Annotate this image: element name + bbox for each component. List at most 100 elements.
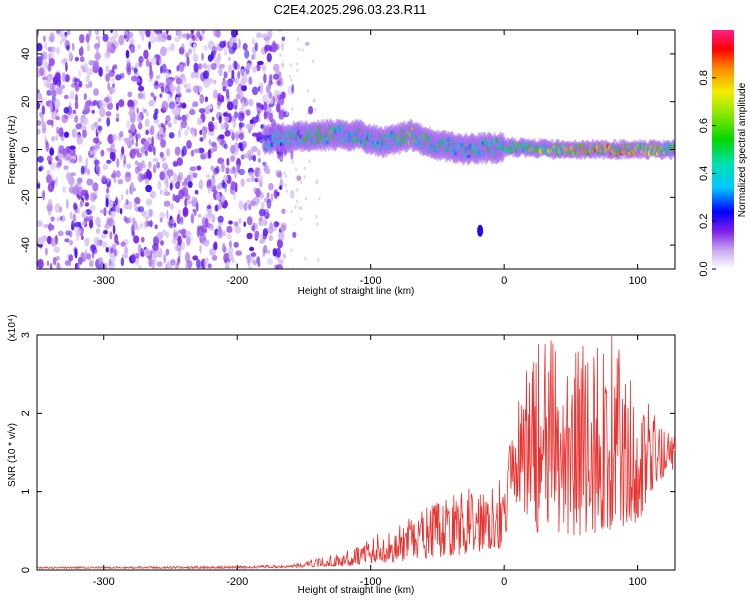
noise-blob — [256, 114, 259, 119]
noise-blob — [230, 155, 236, 162]
noise-blob — [226, 260, 230, 269]
noise-blob — [296, 62, 299, 66]
noise-blob — [218, 225, 222, 237]
noise-blob — [100, 149, 105, 157]
chart-title: C2E4.2025.296.03.23.R11 — [274, 2, 427, 17]
noise-blob — [213, 79, 217, 85]
noise-blob — [186, 236, 191, 246]
noise-blob — [175, 77, 182, 85]
noise-blob — [85, 75, 90, 83]
noise-blob — [131, 253, 137, 262]
noise-blob — [60, 216, 63, 221]
noise-blob — [303, 175, 306, 179]
noise-blob — [153, 146, 156, 156]
noise-blob — [249, 246, 255, 252]
spectrogram-x-ticks: -300 -200 -100 0 100 — [93, 30, 647, 287]
noise-blob — [112, 83, 115, 89]
noise-blob — [113, 176, 117, 184]
noise-blob — [61, 33, 67, 43]
noise-blob — [89, 219, 94, 229]
noise-blob — [175, 181, 180, 190]
noise-blob — [110, 30, 113, 34]
noise-blob — [43, 35, 46, 43]
noise-blob — [207, 186, 211, 194]
noise-blob — [235, 132, 239, 142]
colorbar-label: Normalized spectral amplitude — [737, 82, 748, 217]
spectrogram-y-ticks: -40 -20 0 20 40 — [20, 48, 675, 253]
noise-blob — [152, 243, 159, 252]
noise-blob — [125, 171, 131, 178]
noise-blob — [235, 93, 241, 100]
noise-blob — [218, 67, 223, 77]
noise-blob — [181, 118, 187, 129]
noise-blob — [148, 257, 153, 267]
noise-blob — [251, 132, 259, 137]
noise-blob — [64, 131, 69, 138]
noise-blob — [80, 165, 85, 175]
noise-blob — [256, 256, 261, 264]
x-tick-label: 0 — [501, 275, 507, 287]
y-tick-label: 1 — [20, 489, 32, 495]
y-tick-label: -20 — [20, 189, 32, 205]
noise-blob — [284, 183, 287, 188]
noise-blob — [64, 238, 70, 243]
noise-blob — [306, 88, 310, 93]
noise-blob — [90, 244, 96, 253]
noise-blob — [193, 197, 197, 205]
noise-blob — [247, 256, 251, 267]
noise-blob — [43, 223, 49, 229]
noise-blob — [246, 62, 252, 70]
noise-blob — [120, 241, 126, 247]
noise-blob — [238, 142, 243, 149]
noise-blob — [159, 171, 165, 181]
noise-blob — [37, 156, 44, 163]
noise-blob — [305, 196, 308, 201]
noise-blob — [147, 145, 153, 152]
noise-blob — [123, 34, 128, 39]
noise-blob — [165, 148, 171, 157]
noise-blob — [233, 221, 239, 227]
noise-blob — [47, 223, 52, 230]
snr-x-ticks: -300 -200 -100 0 100 — [93, 335, 647, 588]
noise-blob — [150, 92, 155, 97]
noise-blob — [184, 252, 191, 263]
noise-blob — [246, 232, 253, 240]
noise-blob — [258, 157, 261, 163]
noise-blob — [225, 167, 230, 175]
noise-blob — [218, 63, 226, 69]
noise-blob — [192, 196, 195, 200]
noise-blob — [204, 217, 209, 228]
noise-blob — [157, 180, 162, 190]
noise-blob — [57, 158, 63, 166]
noise-blob — [232, 256, 235, 264]
noise-blob — [160, 240, 164, 246]
noise-blob — [115, 170, 121, 178]
noise-blob — [242, 43, 248, 51]
noise-blob — [232, 42, 238, 51]
noise-blob — [266, 52, 272, 63]
noise-blob — [55, 176, 58, 187]
noise-blob — [54, 72, 61, 82]
snr-y-label: SNR (10 * v/v) — [7, 423, 18, 487]
noise-blob — [58, 79, 61, 88]
x-tick-label: -300 — [93, 576, 115, 588]
noise-blob — [139, 222, 143, 229]
noise-blob — [315, 214, 318, 219]
noise-blob — [190, 149, 195, 157]
noise-blob — [225, 88, 230, 99]
noise-blob — [291, 107, 294, 111]
noise-blob — [173, 173, 178, 182]
noise-blob — [184, 198, 188, 207]
noise-blob — [201, 30, 206, 34]
noise-blob — [126, 66, 132, 76]
noise-blob — [52, 46, 56, 53]
noise-blob — [148, 99, 155, 107]
noise-blob — [169, 182, 173, 191]
colorbar-tick-label: 0.8 — [698, 70, 710, 85]
noise-blob — [64, 74, 70, 83]
noise-blob — [223, 246, 227, 253]
noise-blob — [77, 177, 83, 184]
noise-blob — [84, 237, 90, 247]
noise-blob — [199, 129, 203, 135]
noise-blob — [37, 120, 42, 126]
